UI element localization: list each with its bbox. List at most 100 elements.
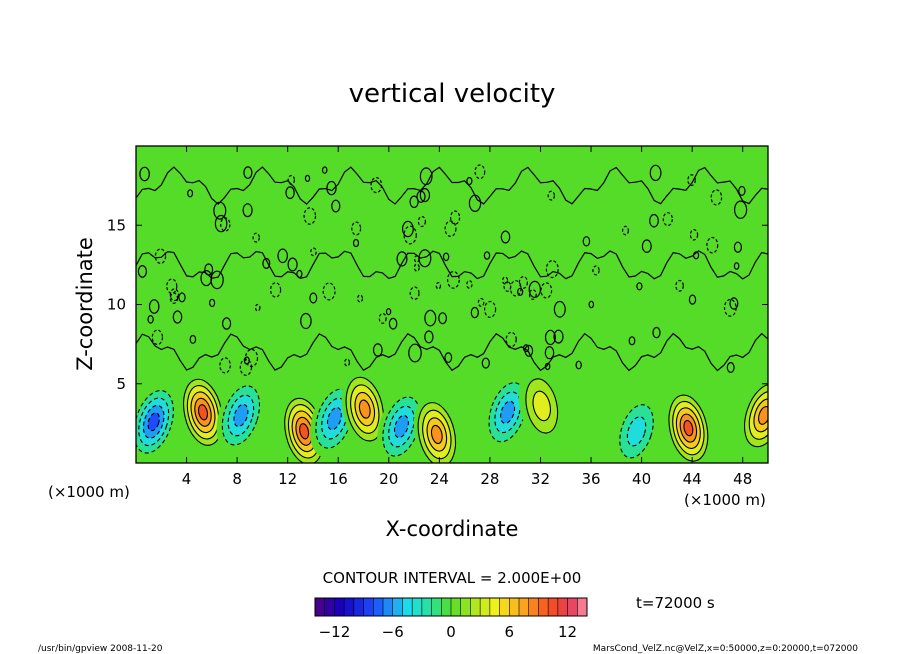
noise-contour <box>403 225 417 245</box>
noise-contour <box>481 357 490 369</box>
noise-contour <box>252 232 260 243</box>
colorbar-swatch <box>421 598 432 616</box>
noise-contour <box>385 308 392 316</box>
cell-contour <box>532 390 551 422</box>
velocity-cell <box>612 392 661 463</box>
cell-contour <box>233 403 249 428</box>
noise-contour <box>214 214 228 233</box>
noise-contour <box>588 300 595 309</box>
noise-contour <box>169 288 180 302</box>
noise-contour <box>649 213 659 228</box>
colorbar-swatch <box>334 598 345 616</box>
noise-contour <box>303 207 317 225</box>
noise-contour <box>154 248 167 265</box>
noise-contour <box>148 299 160 314</box>
colorbar-swatch <box>402 598 413 616</box>
noise-contour <box>402 220 414 238</box>
noise-contour <box>304 174 311 182</box>
noise-contour <box>270 282 282 298</box>
colorbar-swatch <box>509 598 520 616</box>
velocity-cell <box>665 388 712 463</box>
noise-contour <box>435 282 442 290</box>
colorbar-swatch <box>480 598 491 616</box>
colorbar-swatch <box>567 598 578 616</box>
cell-contour <box>626 416 647 447</box>
noise-contour <box>187 189 194 198</box>
noise-contour <box>388 317 398 330</box>
colorbar: −12 −6 0 6 12 <box>314 597 588 641</box>
noise-contour <box>447 271 460 289</box>
noise-contour <box>652 326 661 339</box>
noise-contour <box>726 362 735 374</box>
colorbar-swatch <box>315 598 326 616</box>
noise-contour <box>239 358 253 376</box>
noise-contour <box>575 360 582 370</box>
noise-contour <box>723 298 737 317</box>
noise-contour <box>738 185 746 196</box>
noise-contour <box>166 278 178 294</box>
noise-contour <box>321 166 328 174</box>
colorbar-swatch <box>548 598 559 616</box>
noise-contour <box>151 329 164 346</box>
contour-interval-text: CONTOUR INTERVAL = 2.000E+00 <box>323 569 582 587</box>
velocity-cell <box>518 366 565 446</box>
cell-contour <box>197 404 209 421</box>
noise-contour <box>409 195 419 209</box>
noise-contour <box>417 215 426 228</box>
noise-contour <box>220 217 231 232</box>
y-axis-label: Z-coordinate <box>73 237 97 371</box>
noise-contour <box>729 297 739 310</box>
cell-contour <box>358 399 371 419</box>
noise-contour <box>474 164 486 180</box>
noise-contour <box>547 190 556 201</box>
noise-contour <box>544 346 555 360</box>
velocity-cells <box>136 366 768 463</box>
noise-contour <box>357 294 364 303</box>
noise-contour <box>139 166 150 182</box>
velocity-cell <box>377 387 426 463</box>
velocity-cell <box>483 373 532 451</box>
noise-contour <box>424 330 434 344</box>
noise-contour <box>553 300 566 318</box>
noise-contour <box>344 358 351 367</box>
noise-contour <box>424 309 437 327</box>
noise-contour <box>222 317 232 330</box>
noise-contour <box>636 282 643 291</box>
noise-contour <box>544 329 556 346</box>
x-tick-label: 16 <box>329 470 348 488</box>
colorbar-swatch <box>557 598 568 616</box>
colorbar-tick-label: 0 <box>446 623 456 641</box>
contour-line <box>136 250 768 280</box>
noise-contour <box>733 262 740 270</box>
footer-left: /usr/bin/gpview 2008-11-20 <box>38 644 163 654</box>
y-tick-label: 15 <box>107 216 126 234</box>
colorbar-swatch <box>373 598 384 616</box>
noise-contour <box>540 282 553 299</box>
noise-contour <box>502 276 509 285</box>
noise-contour <box>254 303 261 312</box>
noise-contour <box>706 236 719 254</box>
noise-contour <box>189 334 197 344</box>
noise-contour <box>484 300 497 318</box>
colorbar-swatch <box>431 598 442 616</box>
x-tick-label: 12 <box>278 470 297 488</box>
x-tick-label: 28 <box>480 470 499 488</box>
chart-title: vertical velocity <box>349 79 556 109</box>
cell-contour <box>683 419 694 437</box>
cell-contour <box>393 414 409 439</box>
colorbar-swatch <box>470 598 481 616</box>
footer-right: MarsCond_VelZ.nc@VelZ,x=0:50000,z=0:2000… <box>593 644 858 654</box>
velocity-cell <box>216 376 266 455</box>
noise-contour <box>372 343 383 357</box>
y-tick-label: 5 <box>116 375 126 393</box>
noise-contour <box>649 164 662 182</box>
noise-contour <box>442 252 450 262</box>
x-unit-left: (×1000 m) <box>48 483 130 501</box>
noise-contour <box>688 294 697 305</box>
colorbar-swatch <box>519 598 530 616</box>
noise-contour <box>169 292 179 304</box>
noise-contour <box>483 251 491 260</box>
noise-contour <box>309 292 318 304</box>
x-tick-label: 48 <box>733 470 752 488</box>
colorbar-swatch <box>528 598 539 616</box>
